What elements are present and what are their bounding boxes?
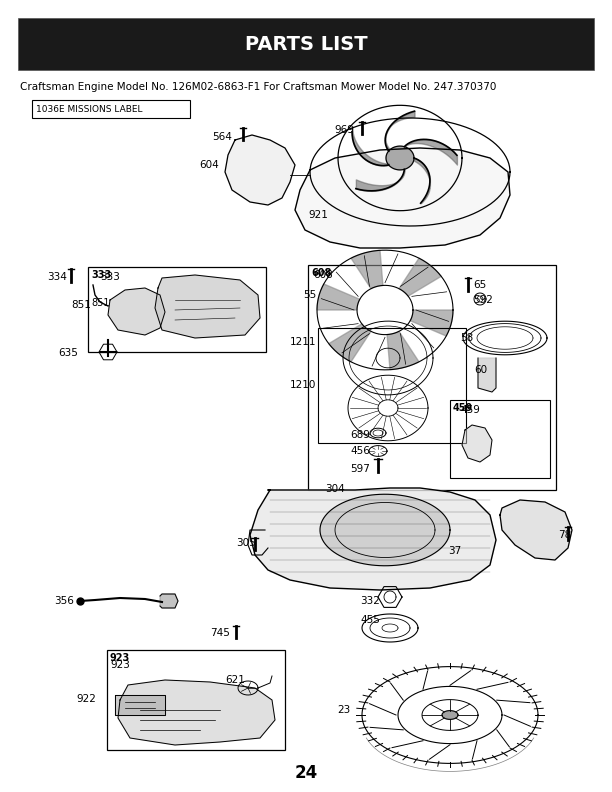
Text: 923: 923 bbox=[110, 660, 130, 670]
Text: 1036E MISSIONS LABEL: 1036E MISSIONS LABEL bbox=[36, 105, 143, 113]
Bar bbox=[308, 265, 556, 490]
Text: 922: 922 bbox=[76, 694, 96, 704]
Text: 621: 621 bbox=[225, 675, 245, 685]
Polygon shape bbox=[410, 310, 453, 336]
Polygon shape bbox=[250, 488, 496, 590]
Polygon shape bbox=[462, 425, 492, 462]
Text: 597: 597 bbox=[350, 464, 370, 474]
Text: 333: 333 bbox=[100, 272, 120, 282]
Text: 604: 604 bbox=[200, 160, 219, 170]
Polygon shape bbox=[320, 494, 450, 565]
Text: 333: 333 bbox=[91, 270, 111, 280]
Polygon shape bbox=[118, 680, 275, 745]
Text: 455: 455 bbox=[360, 615, 380, 625]
Text: 78: 78 bbox=[558, 530, 571, 540]
Text: 851: 851 bbox=[71, 300, 91, 310]
Polygon shape bbox=[500, 500, 572, 560]
Polygon shape bbox=[160, 594, 178, 608]
Bar bbox=[318, 328, 466, 443]
Polygon shape bbox=[386, 146, 414, 170]
Polygon shape bbox=[329, 324, 371, 362]
Polygon shape bbox=[399, 258, 441, 296]
Polygon shape bbox=[387, 331, 419, 370]
Text: 459: 459 bbox=[460, 405, 480, 415]
Text: 55: 55 bbox=[303, 290, 316, 300]
Polygon shape bbox=[317, 284, 360, 310]
Bar bbox=[450, 400, 550, 478]
Bar bbox=[107, 650, 285, 750]
Text: 969: 969 bbox=[334, 125, 354, 135]
Text: 356: 356 bbox=[54, 596, 74, 606]
Polygon shape bbox=[108, 288, 165, 335]
Text: 564: 564 bbox=[212, 132, 232, 142]
Polygon shape bbox=[115, 695, 165, 715]
Text: 1210: 1210 bbox=[289, 380, 316, 390]
Text: 923: 923 bbox=[110, 653, 130, 663]
Text: 332: 332 bbox=[360, 596, 380, 606]
Text: Craftsman Engine Model No. 126M02-6863-F1 For Craftsman Mower Model No. 247.3703: Craftsman Engine Model No. 126M02-6863-F… bbox=[20, 82, 496, 92]
Text: 1211: 1211 bbox=[289, 337, 316, 347]
Text: 635: 635 bbox=[58, 348, 78, 358]
Text: 23: 23 bbox=[337, 705, 350, 715]
Text: 24: 24 bbox=[294, 764, 318, 782]
Text: 456: 456 bbox=[350, 446, 370, 456]
Polygon shape bbox=[442, 710, 458, 719]
Text: PARTS LIST: PARTS LIST bbox=[245, 35, 367, 54]
Bar bbox=[18, 18, 594, 70]
Text: 334: 334 bbox=[47, 272, 67, 282]
Text: 592: 592 bbox=[473, 295, 493, 305]
Polygon shape bbox=[478, 358, 496, 392]
Polygon shape bbox=[155, 275, 260, 338]
Text: 58: 58 bbox=[460, 333, 473, 343]
Text: 60: 60 bbox=[474, 365, 487, 375]
Polygon shape bbox=[351, 250, 383, 288]
Bar bbox=[32, 100, 190, 118]
Text: 921: 921 bbox=[308, 210, 328, 220]
Text: 608: 608 bbox=[311, 268, 331, 278]
Text: 459: 459 bbox=[453, 403, 473, 413]
Text: 65: 65 bbox=[473, 280, 487, 290]
Bar bbox=[88, 267, 266, 352]
Text: 37: 37 bbox=[448, 546, 461, 556]
Text: 304: 304 bbox=[325, 484, 345, 494]
Text: 689: 689 bbox=[350, 430, 370, 440]
Text: 305: 305 bbox=[236, 538, 256, 548]
Polygon shape bbox=[295, 148, 510, 248]
Text: 851: 851 bbox=[91, 298, 110, 308]
Polygon shape bbox=[225, 135, 295, 205]
Text: 745: 745 bbox=[210, 628, 230, 638]
Text: 608: 608 bbox=[313, 270, 333, 280]
